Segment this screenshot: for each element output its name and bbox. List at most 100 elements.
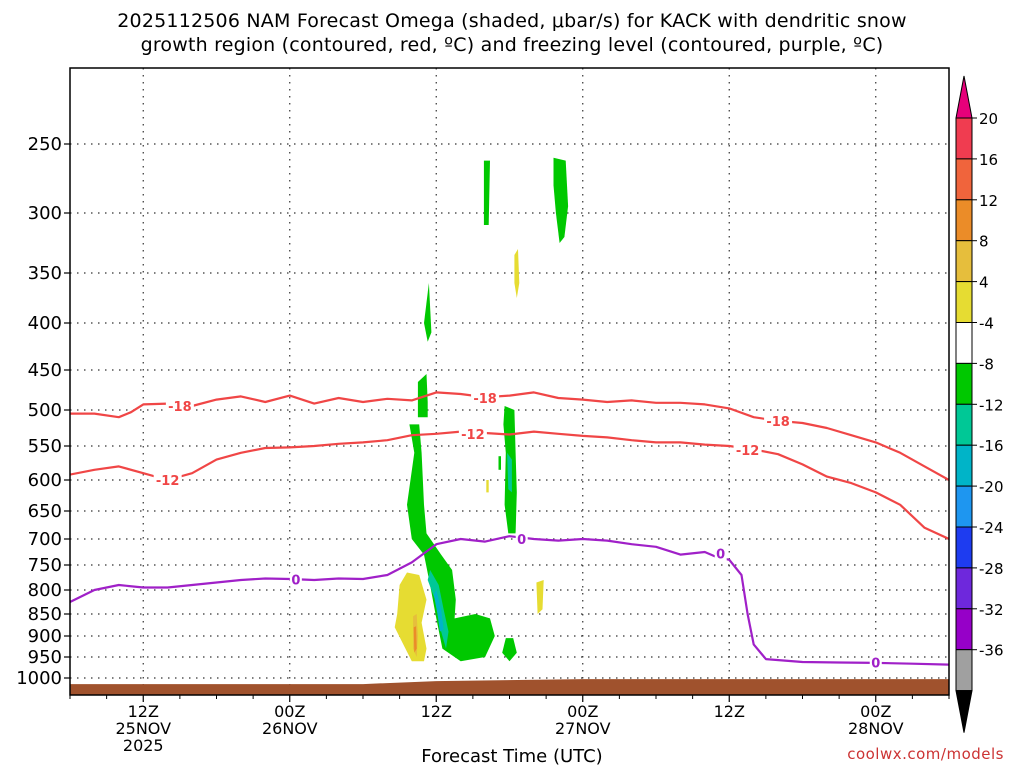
plot-background	[70, 68, 949, 695]
omega-region	[433, 590, 444, 632]
contour-label-bg	[458, 426, 487, 441]
y-tick-label: 300	[28, 203, 62, 224]
colorbar-label: 20	[979, 110, 998, 128]
colorbar-label: -12	[979, 396, 1004, 414]
y-tick-label: 400	[28, 313, 62, 334]
colorbar-label: -24	[979, 519, 1004, 537]
y-tick-label: 450	[28, 360, 62, 381]
colorbar-label: -32	[979, 601, 1004, 619]
contour-label-bg	[714, 546, 727, 561]
omega-region	[486, 480, 489, 493]
contour-label: -12	[736, 444, 760, 459]
chart-title-line-1: 2025112506 NAM Forecast Omega (shaded, μ…	[117, 10, 907, 32]
colorbar-swatch	[955, 240, 973, 283]
colorbar-label: -16	[979, 437, 1004, 455]
terrain-area	[70, 679, 949, 695]
colorbar-label: -36	[979, 642, 1004, 660]
credit-text: coolwx.com/models	[847, 745, 1004, 763]
colorbar-swatch	[955, 322, 973, 364]
y-tick-label: 600	[28, 470, 62, 491]
contour-label-bg	[471, 391, 500, 405]
colorbar-swatch	[955, 158, 973, 201]
x-tick-label: 00Z	[860, 702, 891, 721]
y-axis: 2503003504004505005506006507007508008509…	[16, 134, 70, 689]
colorbar-swatch	[955, 485, 973, 528]
omega-region	[483, 160, 490, 225]
omega-region	[498, 456, 501, 470]
x-tick-label: 26NOV	[262, 719, 318, 738]
colorbar-label: -20	[979, 478, 1004, 496]
colorbar-bottom-arrow	[955, 690, 973, 733]
contour-labels: -18 -18 -18 -12 -12 -12 0 0 0 0	[153, 391, 882, 671]
omega-region	[424, 283, 432, 342]
x-tick-label: 12Z	[128, 702, 159, 721]
y-tick-label: 950	[28, 647, 62, 668]
contour-label-bg	[515, 532, 528, 546]
colorbar-label: 4	[979, 274, 989, 292]
contour-label-bg	[869, 655, 882, 670]
colorbar-swatch	[955, 526, 973, 569]
contour-label: -12	[156, 474, 180, 489]
colorbar-swatch	[955, 403, 973, 446]
terrain-fill	[70, 679, 949, 695]
x-tick-label: 00Z	[567, 702, 598, 721]
colorbar-swatch	[955, 649, 973, 692]
omega-region	[553, 157, 569, 243]
chart-title-line-2: growth region (contoured, red, ºC) and f…	[140, 34, 884, 56]
omega-region	[507, 452, 512, 493]
contour-label-bg	[153, 473, 182, 487]
colorbar-swatch	[955, 608, 973, 651]
x-tick-label: 25NOV	[115, 719, 171, 738]
colorbar-swatch	[955, 444, 973, 487]
colorbar-label: -4	[979, 315, 994, 333]
colorbar-swatch	[955, 199, 973, 242]
x-tick-label: 28NOV	[848, 719, 904, 738]
omega-region	[394, 572, 427, 662]
colorbar-label: -28	[979, 560, 1004, 578]
omega-region	[536, 580, 544, 614]
contour-label-bg	[289, 572, 302, 587]
y-tick-label: 750	[28, 555, 62, 576]
colorbar-swatch	[955, 567, 973, 610]
colorbar-label: 16	[979, 151, 998, 169]
contour-label: -12	[461, 428, 485, 443]
contour-label: -18	[168, 400, 192, 415]
omega-region	[514, 249, 520, 298]
omega-region	[417, 374, 428, 418]
contour-label-bg	[733, 443, 762, 458]
y-tick-label: 250	[28, 134, 62, 155]
colorbar-top-arrow	[955, 75, 973, 119]
colorbar-swatch	[955, 117, 973, 160]
contour-label: -18	[473, 392, 497, 407]
colorbar-label: 8	[979, 233, 989, 251]
contour-label: 0	[871, 656, 880, 671]
y-tick-label: 900	[28, 626, 62, 647]
y-tick-label: 1000	[16, 668, 62, 689]
colorbar-swatch	[955, 281, 973, 324]
y-tick-label: 800	[28, 580, 62, 601]
colorbar-label: 12	[979, 192, 998, 210]
contour-label: 0	[291, 574, 300, 589]
omega-region	[407, 424, 495, 662]
omega-region	[502, 638, 517, 662]
contour-label: -18	[766, 415, 790, 430]
colorbar: 20 16 12 8 4 -4 -8 -12 -16 -20 -24 -28 -32 -36	[955, 75, 1004, 733]
y-tick-label: 550	[28, 436, 62, 457]
colorbar-swatch	[955, 362, 973, 405]
contour-label: 0	[716, 548, 725, 563]
omega-shading	[394, 157, 569, 662]
omega-region	[413, 626, 417, 653]
y-tick-label: 350	[28, 263, 62, 284]
x-tick-label: 00Z	[274, 702, 305, 721]
contour-line	[70, 430, 949, 540]
x-tick-label: 12Z	[714, 702, 745, 721]
colorbar-label: -8	[979, 355, 994, 373]
x-tick-label: 12Z	[421, 702, 452, 721]
y-tick-label: 500	[28, 400, 62, 421]
contour-label-bg	[764, 413, 793, 428]
x-tick-label: 2025	[123, 736, 164, 755]
y-tick-label: 650	[28, 501, 62, 522]
x-axis-title: Forecast Time (UTC)	[421, 746, 603, 767]
